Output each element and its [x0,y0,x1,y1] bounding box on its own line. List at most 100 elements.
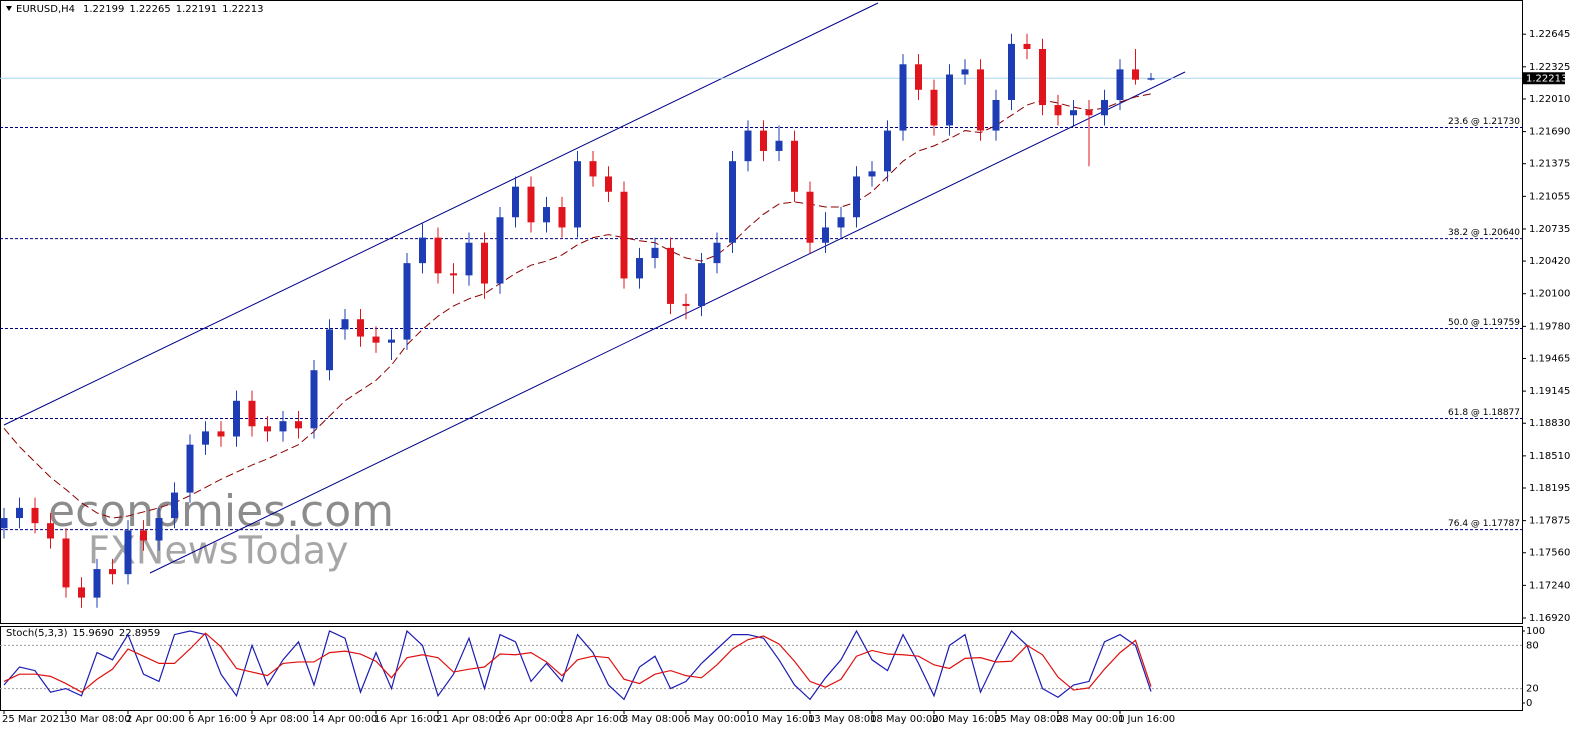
candle-body [78,587,85,598]
y-tick-label: 1.21375 [1529,159,1570,170]
candle-body [822,227,829,243]
price-panel [0,0,1523,624]
candle-body [760,130,767,151]
candle-body [915,64,922,90]
candle-body [713,242,721,264]
candle-body [1023,43,1031,49]
y-tick-label: 1.17560 [1529,548,1570,559]
x-tick-label: 9 Apr 08:00 [250,714,309,725]
candle-body [403,263,411,340]
y-tick-label: 1.16920 [1529,613,1570,624]
candle-body [357,319,364,337]
candle-body [372,336,380,343]
stoch-tick-label: 80 [1526,640,1539,651]
y-tick-label: 1.22325 [1529,62,1570,73]
x-tick-label: 6 May 00:00 [684,714,746,725]
y-tick-label: 1.18830 [1529,418,1570,429]
symbol: EURUSD,H4 [16,4,75,15]
x-tick-label: 25 Mar 2021 [2,714,65,725]
candle-body [248,400,256,427]
candle-body [946,74,953,126]
y-tick-label: 1.20100 [1529,289,1570,300]
candle-body [1101,99,1108,116]
candle-body [698,263,705,306]
y-tick-label: 1.20735 [1529,224,1570,235]
y-tick-label: 1.19465 [1529,353,1570,364]
candle-body [930,89,938,126]
indicator-value: 15.9690 [72,628,113,639]
y-tick-label: 1.17875 [1529,516,1570,527]
candle-body [729,161,736,243]
candle-body [31,507,39,524]
menu-triangle [6,6,12,11]
stoch-tick-label: 0 [1526,698,1532,709]
candle-body [791,140,798,192]
x-tick-label: 20 May 16:00 [932,714,1001,725]
candle-body [1008,43,1015,100]
x-tick-label: 30 Mar 08:00 [64,714,131,725]
candle-body [217,431,225,437]
y-tick-label: 1.20420 [1529,256,1570,267]
candle-body [465,242,473,276]
candle-body [512,186,519,218]
candle-body [884,130,891,172]
y-tick-label: 1.17240 [1529,580,1570,591]
candle-body [279,421,287,432]
candle-body [558,207,566,228]
candle-body [899,64,907,131]
stoch-tick-label: 20 [1526,684,1539,695]
x-tick-label: 21 Apr 08:00 [436,714,501,725]
candle-body [543,207,550,223]
y-tick-label: 1.18195 [1529,483,1570,494]
y-tick-label: 1.22645 [1529,29,1570,40]
moving-average [3,93,1152,519]
x-tick-label: 14 Apr 00:00 [312,714,377,725]
candle-body [93,569,101,598]
candle-body [0,518,8,529]
x-tick-label: 13 May 08:00 [808,714,877,725]
current-price-box [1523,72,1565,85]
candle-body [1070,110,1077,116]
indicator-panel [0,626,1523,711]
watermark-text: economies.com [48,486,394,537]
candle-body [388,339,395,343]
fib-label: 76.4 @ 1.17787 [1448,519,1520,529]
candle-body [1039,48,1046,106]
candle-body [434,237,442,274]
x-tick-label: 25 May 08:00 [994,714,1063,725]
x-tick-label: 10 May 16:00 [746,714,815,725]
candle-body [326,329,333,371]
y-tick-label: 1.21690 [1529,127,1570,138]
candle-body [574,161,581,228]
fib-label: 38.2 @ 1.20640 [1448,228,1520,238]
candle-body [651,247,659,259]
candle-body [16,507,23,519]
candle-body [1116,69,1124,100]
candle-body [667,247,674,304]
x-tick-label: 1 Jun 16:00 [1118,714,1175,725]
candle-body [853,176,860,218]
candle-body [620,191,628,279]
candle-body [171,492,178,519]
candle-body [202,431,209,445]
x-tick-label: 2 Apr 00:00 [126,714,185,725]
x-tick-label: 28 Apr 16:00 [560,714,625,725]
candle-body [47,523,54,539]
candle-body [155,518,163,541]
candle-body [744,130,752,162]
candle-body [977,69,984,131]
channel-lower [149,71,1186,574]
chart-header: EURUSD,H4 1.22199 1.22265 1.22191 1.22213 [16,4,263,15]
candle-body [961,69,969,75]
current-price-label: 1.22213 [1526,73,1567,84]
x-tick-label: 3 May 08:00 [622,714,684,725]
fib-label: 50.0 @ 1.19759 [1448,318,1520,328]
stoch-line [3,632,1152,693]
y-tick-label: 1.22010 [1529,94,1570,105]
y-tick-label: 1.18510 [1529,451,1570,462]
candle-body [450,273,457,276]
ohlc: 1.22213 [222,4,263,15]
ohlc: 1.22191 [176,4,217,15]
y-tick-label: 1.21055 [1529,191,1570,202]
